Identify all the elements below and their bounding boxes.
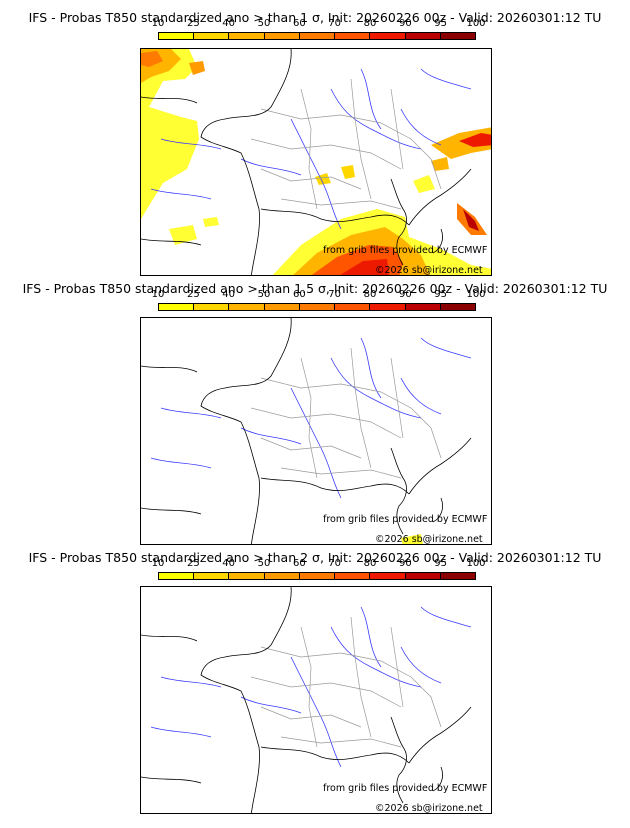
colorbar-segment (299, 573, 336, 579)
colorbar-tick-label: 100 (466, 289, 486, 300)
colorbar-segment (405, 33, 441, 39)
colorbar-tick-label: 25 (186, 18, 200, 29)
coastlines (141, 318, 472, 544)
colorbar-tick-label: 80 (363, 18, 377, 29)
credit-source: from grib files provided by ECMWF (323, 514, 488, 525)
coastlines (141, 49, 472, 275)
colorbar-tick-label: 40 (222, 18, 236, 29)
colorbar-segment (440, 304, 475, 310)
colorbar-segment (335, 33, 371, 39)
credit-source: from grib files provided by ECMWF (323, 245, 488, 256)
colorbar-segment (370, 304, 406, 310)
colorbar-segment (405, 304, 441, 310)
credit-copyright: ©2026 sb@irizone.net (375, 534, 483, 545)
colorbar-segment (264, 573, 300, 579)
panel-title: IFS - Probas T850 standardized ano > tha… (28, 10, 602, 25)
colorbar (158, 572, 476, 580)
colorbar (158, 303, 476, 311)
probability-map: from grib files provided by ECMWF ©2026 … (140, 317, 492, 545)
colorbar-segment (159, 33, 195, 39)
colorbar-tick-label: 90 (398, 558, 412, 569)
credit-copyright: ©2026 sb@irizone.net (375, 803, 483, 814)
colorbar-tick-label: 60 (292, 289, 306, 300)
colorbar-segment (229, 304, 265, 310)
colorbar-ticks: 10 25 40 50 60 70 80 90 95 100 (152, 289, 486, 301)
colorbar-tick-label: 60 (292, 558, 306, 569)
colorbar-tick-label: 40 (222, 558, 236, 569)
colorbar-tick-label: 80 (363, 289, 377, 300)
colorbar-segment (335, 573, 371, 579)
colorbar-tick-label: 70 (328, 18, 342, 29)
colorbar-segment (229, 573, 265, 579)
rivers (150, 68, 472, 230)
colorbar-segment (194, 304, 230, 310)
probability-fill (401, 534, 423, 544)
colorbar-tick-label: 70 (328, 558, 342, 569)
borders (250, 347, 442, 479)
colorbar-segment (335, 304, 371, 310)
probability-fill (141, 49, 491, 275)
colorbar-segment (440, 573, 475, 579)
panel-title: IFS - Probas T850 standardized ano > tha… (22, 281, 608, 296)
colorbar-tick-label: 60 (292, 18, 306, 29)
colorbar-tick-label: 90 (398, 289, 412, 300)
credit-source: from grib files provided by ECMWF (323, 783, 488, 794)
colorbar-tick-label: 25 (186, 289, 200, 300)
colorbar-segment (264, 33, 300, 39)
colorbar-segment (440, 33, 475, 39)
colorbar-tick-label: 95 (434, 558, 448, 569)
colorbar-segment (370, 573, 406, 579)
colorbar-tick-label: 10 (151, 558, 165, 569)
map-svg (141, 587, 472, 813)
colorbar-ticks: 10 25 40 50 60 70 80 90 95 100 (152, 558, 486, 570)
colorbar-tick-label: 95 (434, 289, 448, 300)
colorbar-segment (264, 304, 300, 310)
borders (250, 78, 442, 210)
credit-copyright: ©2026 sb@irizone.net (375, 265, 483, 276)
colorbar (158, 32, 476, 40)
colorbar-tick-label: 90 (398, 18, 412, 29)
colorbar-tick-label: 100 (466, 18, 486, 29)
map-svg (141, 318, 472, 544)
probability-map: from grib files provided by ECMWF ©2026 … (140, 48, 492, 276)
colorbar-segment (370, 33, 406, 39)
colorbar-segment (194, 573, 230, 579)
colorbar-tick-label: 100 (466, 558, 486, 569)
colorbar-tick-label: 10 (151, 18, 165, 29)
colorbar-segment (194, 33, 230, 39)
probability-map: from grib files provided by ECMWF ©2026 … (140, 586, 492, 814)
panel-title: IFS - Probas T850 standardized ano > tha… (28, 550, 602, 565)
colorbar-tick-label: 50 (257, 558, 271, 569)
colorbar-tick-label: 70 (328, 289, 342, 300)
rivers (150, 337, 472, 499)
colorbar-tick-label: 40 (222, 289, 236, 300)
colorbar-tick-label: 25 (186, 558, 200, 569)
colorbar-tick-label: 50 (257, 289, 271, 300)
colorbar-ticks: 10 25 40 50 60 70 80 90 95 100 (152, 18, 486, 30)
colorbar-segment (159, 573, 195, 579)
colorbar-tick-label: 50 (257, 18, 271, 29)
colorbar-tick-label: 10 (151, 289, 165, 300)
colorbar-segment (159, 304, 195, 310)
colorbar-segment (405, 573, 441, 579)
colorbar-segment (299, 304, 336, 310)
map-svg (141, 49, 491, 275)
colorbar-segment (299, 33, 336, 39)
colorbar-segment (229, 33, 265, 39)
rivers (150, 606, 472, 768)
colorbar-tick-label: 95 (434, 18, 448, 29)
coastlines (141, 587, 472, 813)
colorbar-tick-label: 80 (363, 558, 377, 569)
borders (250, 616, 442, 748)
